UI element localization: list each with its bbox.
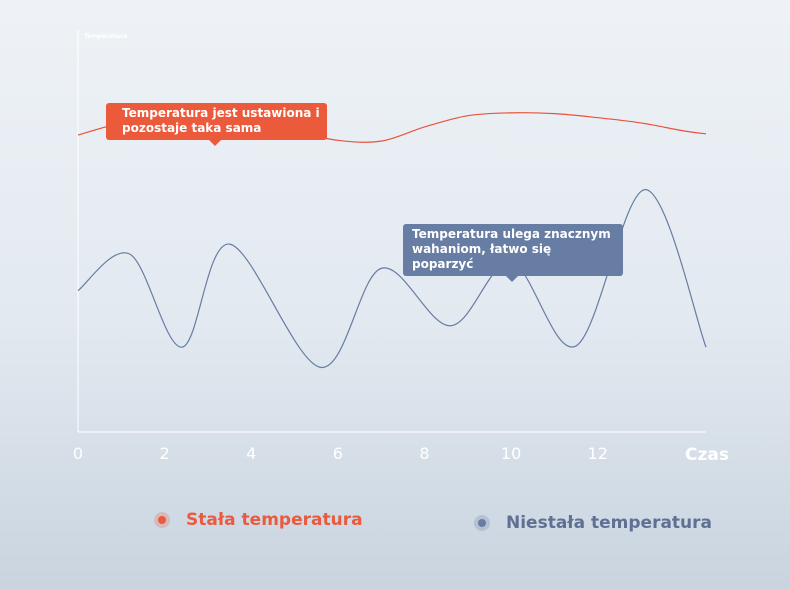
stable-annotation: Temperatura jest ustawiona i pozostaje t… xyxy=(106,103,327,146)
legend-marker-unstable xyxy=(478,519,486,527)
x-tick-label: 4 xyxy=(246,444,256,463)
legend-marker-stable xyxy=(158,516,166,524)
x-tick-label: 10 xyxy=(501,444,521,463)
x-tick-label: 2 xyxy=(160,444,170,463)
legend-item-stable: Stała temperatura xyxy=(152,510,363,530)
x-tick-label: 6 xyxy=(333,444,343,463)
x-axis-label: Czas xyxy=(685,445,729,465)
legend-label-stable: Stała temperatura xyxy=(186,510,363,530)
legend-item-unstable: Niestała temperatura xyxy=(472,513,712,533)
x-tick-label: 12 xyxy=(588,444,608,463)
x-tick-label: 0 xyxy=(73,444,83,463)
legend-label-unstable: Niestała temperatura xyxy=(506,513,713,533)
x-tick-label: 8 xyxy=(419,444,429,463)
x-tick-labels: 0 2 4 6 8 10 12 xyxy=(73,444,608,463)
unstable-annotation: Temperatura ulega znacznym wahaniom, łat… xyxy=(403,224,623,282)
y-axis-label: Temperatura xyxy=(84,33,127,40)
series-line-unstable xyxy=(77,188,707,368)
